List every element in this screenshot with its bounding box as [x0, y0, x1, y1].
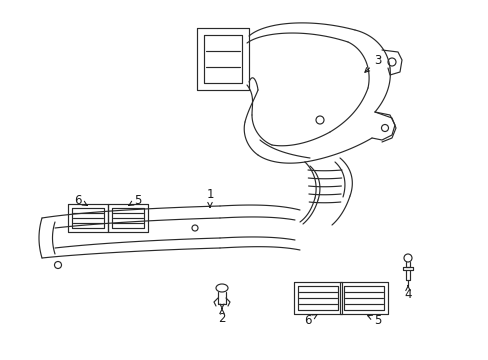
Text: 6: 6	[304, 314, 317, 327]
Text: 6: 6	[74, 194, 87, 207]
Text: 5: 5	[367, 314, 381, 327]
Text: 5: 5	[128, 194, 142, 207]
Text: 2: 2	[218, 309, 225, 324]
Text: 4: 4	[404, 285, 411, 302]
Text: 1: 1	[206, 189, 213, 207]
Text: 3: 3	[364, 54, 381, 72]
